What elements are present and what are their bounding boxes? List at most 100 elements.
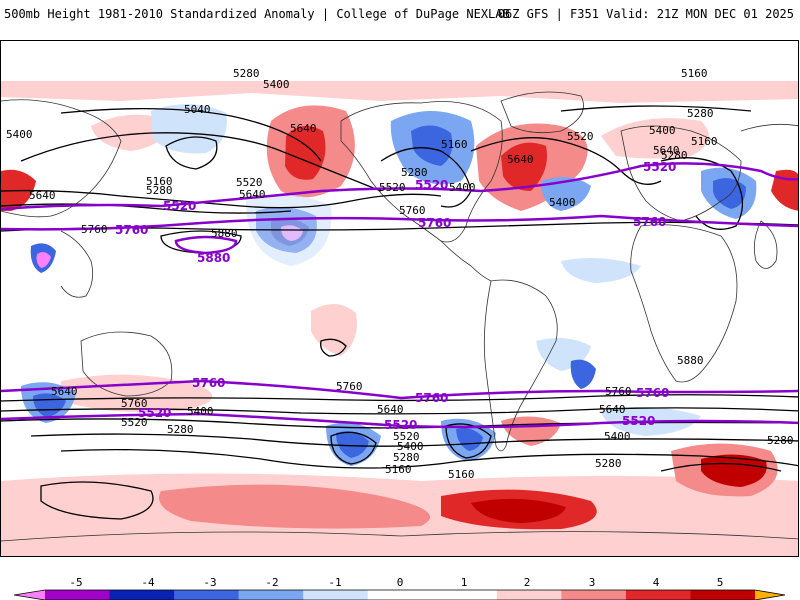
height-labels: 5280 5400 5160 5040 5400 5640 5160 5280 … bbox=[6, 67, 794, 481]
anomaly-neg-south-atlantic bbox=[570, 359, 596, 389]
label-h-12: 5760 bbox=[81, 223, 108, 236]
label-h-30: 5520 bbox=[121, 416, 148, 429]
colorbar-swatches bbox=[14, 590, 785, 600]
label-h-16: 5400 bbox=[449, 181, 476, 194]
colorbar-end-high bbox=[755, 590, 785, 600]
ref-5880-loop bbox=[174, 235, 238, 255]
contour-north-america-trough bbox=[380, 147, 472, 208]
label-ref-4: 5520 bbox=[415, 178, 448, 192]
contour-south-loop-2 bbox=[445, 423, 492, 459]
anomaly-pos-atlantic-core bbox=[501, 142, 547, 191]
reference-contours bbox=[1, 162, 798, 429]
coast-south-america bbox=[483, 279, 558, 452]
anomaly-neg-bering bbox=[151, 103, 227, 154]
label-h-20: 5640 bbox=[507, 153, 534, 166]
colorbar-end-low bbox=[14, 590, 45, 600]
label-h-15: 5160 bbox=[441, 138, 468, 151]
label-h-13: 5880 bbox=[211, 227, 238, 240]
coast-central-america bbox=[440, 240, 492, 282]
tick-minus-5: -5 bbox=[69, 576, 82, 589]
label-ref-12: 5520 bbox=[384, 418, 417, 432]
label-h-37: 5280 bbox=[393, 451, 420, 464]
anomaly-pos-south-band bbox=[61, 374, 213, 413]
label-h-27: 5880 bbox=[677, 354, 704, 367]
contour-europe-trough bbox=[660, 157, 743, 230]
label-ref-9: 5760 bbox=[415, 391, 448, 405]
label-h-39: 5160 bbox=[448, 468, 475, 481]
label-h-36: 5400 bbox=[397, 440, 424, 453]
colorbar-svg: -5 -4 -3 -2 -1 0 1 2 3 4 5 bbox=[13, 576, 786, 600]
label-h-34: 5640 bbox=[377, 403, 404, 416]
anomaly-neg-north-america-core bbox=[411, 125, 453, 166]
contour-5280-south bbox=[60, 448, 798, 469]
label-h-18: 5760 bbox=[399, 204, 426, 217]
anomaly-pos-pacific-mid bbox=[311, 303, 357, 356]
colorbar-swatch bbox=[690, 590, 756, 600]
anomaly-pos-south-indian-core bbox=[701, 454, 767, 487]
label-h-35: 5520 bbox=[393, 430, 420, 443]
colorbar-swatch bbox=[109, 590, 175, 600]
label-ref-8: 5760 bbox=[192, 376, 225, 390]
label-ref-6: 5520 bbox=[643, 160, 676, 174]
contour-5400-south bbox=[30, 433, 798, 447]
ref-5760-north bbox=[1, 214, 798, 231]
label-h-33: 5760 bbox=[336, 380, 363, 393]
label-h-28: 5640 bbox=[51, 385, 78, 398]
coast-north-america bbox=[340, 101, 503, 243]
anomaly-neg-tropics bbox=[561, 257, 641, 283]
colorbar-swatch bbox=[432, 590, 498, 600]
coast-asia-west bbox=[1, 99, 122, 218]
label-h-43: 5280 bbox=[595, 457, 622, 470]
tick-minus-1: -1 bbox=[328, 576, 341, 589]
anomaly-pos-west-pacific-core bbox=[285, 126, 326, 180]
tick-minus-4: -4 bbox=[141, 576, 155, 589]
map-title: 500mb Height 1981-2010 Standardized Anom… bbox=[4, 7, 510, 21]
coast-antarctica bbox=[1, 531, 798, 542]
coast-india bbox=[753, 220, 778, 269]
contour-south-east-loop bbox=[660, 462, 782, 472]
anomaly-neg-south-pacific-2-core bbox=[456, 428, 483, 451]
label-ref-3: 5880 bbox=[197, 251, 230, 265]
tick-4: 4 bbox=[653, 576, 660, 589]
colorbar-swatch bbox=[496, 590, 562, 600]
coast-africa bbox=[630, 224, 738, 383]
coast-australia bbox=[80, 331, 173, 397]
label-h-3: 5160 bbox=[681, 67, 708, 80]
label-h-26: 5640 bbox=[653, 144, 680, 157]
tick-minus-3: -3 bbox=[203, 576, 216, 589]
coast-europe bbox=[620, 125, 742, 222]
label-h-1: 5280 bbox=[233, 67, 260, 80]
anomaly-pos-antarctic-core bbox=[471, 498, 566, 523]
label-ref-7: 5760 bbox=[633, 215, 666, 229]
contour-5400-north bbox=[20, 132, 382, 192]
label-h-23: 5400 bbox=[649, 124, 676, 137]
label-h-40: 5760 bbox=[605, 385, 632, 398]
label-ref-1: 5520 bbox=[163, 199, 196, 213]
label-h-24: 5160 bbox=[691, 135, 718, 148]
label-h-21: 5400 bbox=[549, 196, 576, 209]
label-ref-5: 5760 bbox=[418, 216, 451, 230]
contour-5160-north bbox=[560, 105, 752, 112]
label-h-14: 5280 bbox=[401, 166, 428, 179]
label-ref-11: 5520 bbox=[138, 406, 171, 420]
label-ref-10: 5760 bbox=[636, 386, 669, 400]
coastlines bbox=[1, 91, 798, 542]
colorbar-swatch bbox=[303, 590, 369, 600]
label-h-19: 5520 bbox=[567, 130, 594, 143]
coast-asia-east bbox=[740, 123, 798, 132]
colorbar-swatch bbox=[561, 590, 627, 600]
anomaly-pos-europe bbox=[601, 118, 709, 159]
tick-2: 2 bbox=[524, 576, 531, 589]
colorbar-swatch bbox=[45, 590, 111, 600]
title-bar: 500mb Height 1981-2010 Standardized Anom… bbox=[0, 0, 800, 40]
colorbar-swatch bbox=[174, 590, 240, 600]
contour-5280-north bbox=[60, 108, 322, 162]
contour-5760-south bbox=[1, 394, 798, 402]
colorbar-swatch bbox=[367, 590, 433, 600]
anomaly-neg-south-pacific-1-core bbox=[336, 431, 369, 458]
contour-5040-loop bbox=[165, 136, 218, 170]
label-h-4: 5040 bbox=[184, 103, 211, 116]
coast-greenland bbox=[500, 91, 584, 134]
contour-south-far-loop bbox=[40, 481, 154, 520]
contour-5640-south bbox=[1, 407, 798, 415]
